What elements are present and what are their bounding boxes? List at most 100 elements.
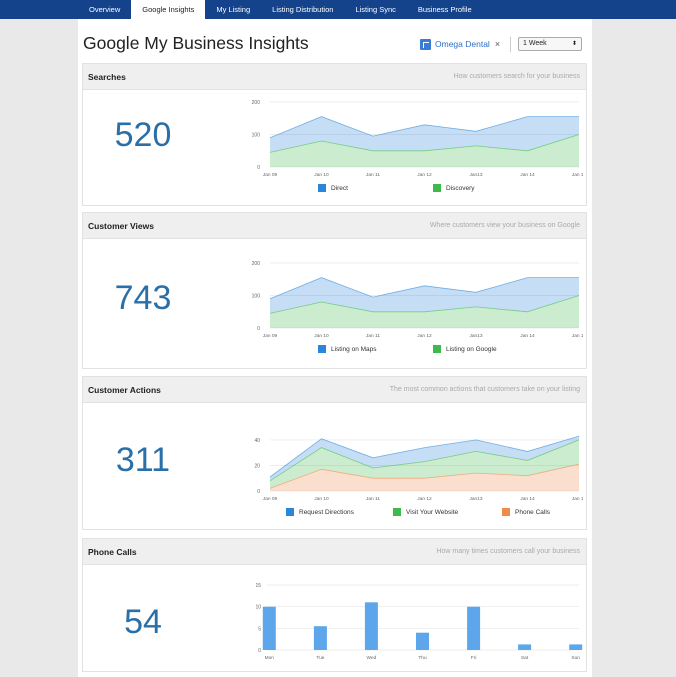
customer-views-chart: 0 100 200 Jan 09 Jan 10 Jan 11 Jan 12 Jan13 Jan …: [252, 261, 583, 339]
legend-swatch: [393, 508, 401, 516]
y-tick-label: 15: [255, 583, 261, 589]
x-tick-label: Jan 15: [572, 333, 583, 339]
x-tick-label: Thu: [418, 655, 427, 661]
x-tick-label: Jan 11: [366, 333, 380, 339]
bar: [518, 644, 532, 650]
y-tick-label: 40: [254, 438, 260, 444]
x-tick-label: Jan 09: [263, 496, 278, 502]
x-tick-label: Jan 10: [314, 333, 329, 339]
tab-listing-distribution[interactable]: Listing Distribution: [272, 5, 334, 14]
customer-actions-panel: Customer Actions The most common actions…: [82, 376, 587, 530]
x-tick-label: Jan 09: [263, 333, 278, 339]
legend-swatch: [433, 345, 441, 353]
tab-overview[interactable]: Overview: [89, 5, 121, 14]
legend-label: Listing on Google: [446, 345, 497, 353]
y-tick-label: 20: [254, 463, 260, 469]
series-line-2: [269, 295, 580, 314]
x-tick-label: Jan 14: [520, 333, 535, 339]
x-tick-label: Tue: [316, 655, 324, 661]
y-tick-label: 0: [258, 648, 261, 654]
legend-swatch: [433, 184, 441, 192]
tab-listing-sync[interactable]: Listing Sync: [355, 5, 396, 14]
legend-label: Phone Calls: [515, 508, 551, 516]
page-title: Google My Business Insights: [83, 33, 309, 53]
y-tick-label: 0: [257, 165, 260, 171]
x-tick-label: Jan 10: [314, 172, 329, 178]
y-tick-label: 200: [252, 100, 261, 106]
x-tick-label: Sun: [571, 655, 580, 661]
area-series-1: [270, 436, 579, 481]
x-tick-label: Jan 15: [572, 496, 583, 502]
bar: [467, 606, 481, 650]
legend-item: Listing on Google: [433, 345, 497, 353]
x-tick-label: Jan 14: [520, 172, 535, 178]
panel-subtitle: How customers search for your business: [453, 73, 580, 80]
bar: [313, 626, 327, 650]
bar: [569, 644, 583, 650]
legend-swatch: [318, 184, 326, 192]
customer-actions-chart: 0 20 40 Jan 09 Jan 10 Jan 11 Jan 12 Jan13 Jan 14…: [254, 435, 583, 502]
x-tick-label: Jan 14: [520, 496, 535, 502]
legend-label: Discovery: [446, 184, 475, 192]
series-line-1: [269, 277, 579, 300]
area-series-1: [270, 116, 579, 153]
tab-my-listing[interactable]: My Listing: [216, 5, 251, 14]
legend-label: Visit Your Website: [406, 508, 459, 516]
close-icon[interactable]: ×: [494, 39, 501, 49]
y-tick-label: 5: [258, 626, 261, 632]
panel-header: Searches How customers search for your b…: [83, 64, 586, 90]
y-tick-label: 10: [255, 605, 261, 611]
tab-google-insights[interactable]: Google Insights: [131, 0, 206, 19]
y-tick-label: 200: [252, 261, 261, 267]
x-tick-label: Jan13: [469, 333, 482, 339]
panel-subtitle: The most common actions that customers t…: [389, 386, 580, 393]
tab-business-profile[interactable]: Business Profile: [417, 5, 472, 14]
panel-header: Phone Calls How many times customers cal…: [83, 539, 586, 565]
panel-title: Searches: [88, 72, 126, 82]
panel-header: Customer Views Where customers view your…: [83, 213, 586, 239]
panel-header: Customer Actions The most common actions…: [83, 377, 586, 403]
x-tick-label: Jan 12: [417, 496, 432, 502]
period-value: 1 Week: [523, 40, 547, 47]
panel-subtitle: How many times customers call your busin…: [436, 548, 580, 555]
x-tick-label: Jan 10: [314, 496, 329, 502]
bar: [262, 606, 276, 650]
x-tick-label: Mon: [265, 655, 275, 661]
legend-label: Request Directions: [299, 508, 354, 516]
customer-views-panel: Customer Views Where customers view your…: [82, 212, 587, 369]
x-tick-label: Jan 12: [417, 172, 432, 178]
bar: [364, 602, 378, 650]
x-tick-label: Wed: [367, 655, 377, 661]
account-name[interactable]: Omega Dental: [435, 39, 490, 49]
top-nav-tabs: Overview Google Insights My Listing List…: [78, 0, 483, 19]
actions-total: 311: [115, 441, 171, 479]
legend-swatch: [502, 508, 510, 516]
area-series-2: [270, 295, 579, 328]
legend-item: Discovery: [433, 184, 475, 192]
x-tick-label: Jan 09: [263, 172, 278, 178]
account-selector[interactable]: Omega Dental ×: [420, 37, 500, 51]
legend-item: Visit Your Website: [393, 508, 458, 516]
area-series-3: [270, 464, 579, 491]
x-tick-label: Jan 11: [366, 172, 380, 178]
series-line-2: [269, 134, 580, 153]
y-tick-label: 100: [252, 133, 261, 139]
bar: [416, 632, 429, 650]
legend-swatch: [286, 508, 294, 516]
x-tick-label: Jan13: [469, 496, 482, 502]
series-line-2: [269, 439, 580, 482]
y-tick-label: 100: [252, 294, 261, 300]
x-tick-label: Jan 12: [417, 333, 432, 339]
legend-item: Direct: [318, 184, 348, 192]
panel-title: Customer Actions: [88, 385, 161, 395]
x-tick-label: Fri: [471, 655, 477, 661]
panel-title: Phone Calls: [88, 547, 137, 557]
period-select[interactable]: 1 Week ⬍: [518, 37, 582, 51]
y-tick-label: 0: [257, 489, 260, 495]
select-arrows-icon: ⬍: [571, 41, 577, 47]
legend-item: Request Directions: [286, 508, 354, 516]
google-my-business-icon: [420, 38, 431, 50]
searches-total: 520: [114, 116, 172, 154]
views-total: 743: [114, 279, 172, 317]
area-series-1: [270, 277, 579, 314]
